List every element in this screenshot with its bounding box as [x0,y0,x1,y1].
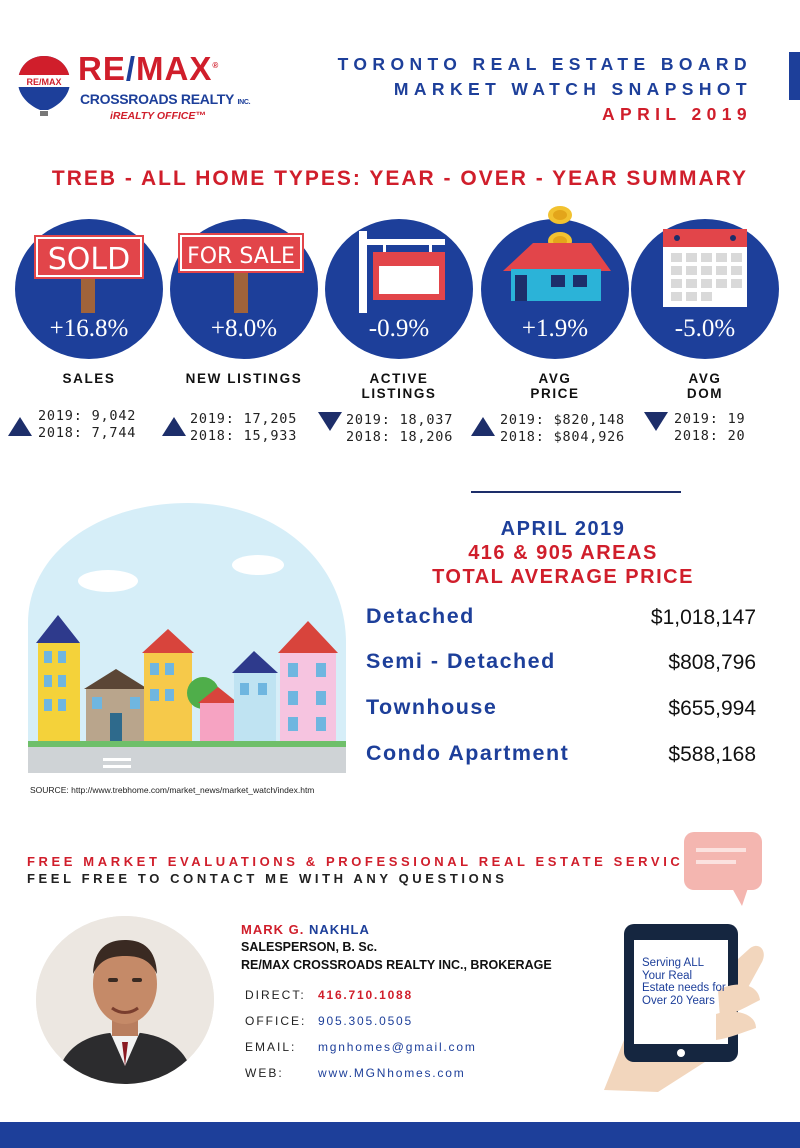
agent-brokerage: RE/MAX CROSSROADS REALTY INC., BROKERAGE [241,958,552,972]
summary-title: TREB - ALL HOME TYPES: YEAR - OVER - YEA… [51,167,749,190]
contact-web-value[interactable]: www.MGNhomes.com [318,1066,466,1080]
calendar-icon [663,229,747,307]
phone-in-hand-icon [604,924,764,1092]
contact-email-value[interactable]: mgnhomes@gmail.com [318,1040,477,1054]
remax-balloon-logo-icon: RE/MAX [18,56,70,116]
stat-active-listings: -0.9% ACTIVE LISTINGS [325,219,473,401]
sold-sign-icon: SOLD [34,235,144,313]
speech-bubble-icon [684,832,762,906]
for-sale-sign-icon: FOR SALE [178,233,304,313]
source-citation: SOURCE: http://www.trebhome.com/market_n… [30,785,315,795]
new-listings-label: NEW LISTINGS [185,371,303,386]
avg-price-label: AVG PRICE [530,371,580,401]
price-heading-month: APRIL 2019 [500,518,626,540]
contact-office-label: OFFICE: [245,1014,307,1028]
avg-dom-down-arrow-icon [644,412,668,431]
price-heading-title: TOTAL AVERAGE PRICE [432,566,694,588]
brand-company: CROSSROADS REALTY INC. [80,91,251,107]
active-listings-label: ACTIVE LISTINGS [361,371,437,401]
house-coins-icon [503,206,611,301]
balloon-label: RE/MAX [26,77,61,87]
price-row-condo: Condo Apartment $588,168 [366,741,756,766]
new-listings-comparison: 2019: 17,205 2018: 15,933 [190,411,298,444]
brand-office: iREALTY OFFICE™ [110,110,206,122]
active-listings-pct: -0.9% [368,315,430,342]
price-row-detached: Detached $1,018,147 [366,604,756,629]
houses-illustration [28,503,346,773]
sales-pct: +16.8% [49,315,129,342]
agent-photo [36,916,214,1084]
sales-comparison: 2019: 9,042 2018: 7,744 [38,408,137,441]
stat-new-listings: FOR SALE +8.0% NEW LISTINGS [170,219,318,386]
header-month: APRIL 2019 [602,104,752,124]
sold-sign-label: SOLD [48,242,130,277]
new-listings-up-arrow-icon [162,417,186,436]
avg-price-up-arrow-icon [471,417,495,436]
avg-price-pct: +1.9% [521,315,589,342]
agent-title: SALESPERSON, B. Sc. [241,940,378,954]
cta-contact: FEEL FREE TO CONTACT ME WITH ANY QUESTIO… [27,871,508,886]
corner-accent [789,52,800,100]
contact-office-value[interactable]: 905.305.0505 [318,1014,414,1028]
contact-web-label: WEB: [245,1066,284,1080]
stat-avg-dom: -5.0% AVG DOM [631,219,779,401]
new-listings-pct: +8.0% [210,315,278,342]
for-sale-sign-label: FOR SALE [187,244,295,269]
avg-dom-label: AVG DOM [686,371,724,401]
blank-sign-icon [359,231,445,313]
header-snapshot: MARKET WATCH SNAPSHOT [393,79,752,99]
contact-direct-value[interactable]: 416.710.1088 [318,988,414,1002]
contact-direct-label: DIRECT: [245,988,306,1002]
avg-dom-pct: -5.0% [674,315,736,342]
sales-label: SALES [62,371,116,386]
price-heading-areas: 416 & 905 AREAS [468,542,658,564]
header-board: TORONTO REAL ESTATE BOARD [337,54,752,74]
contact-email-label: EMAIL: [245,1040,297,1054]
avg-price-comparison: 2019: $820,148 2018: $804,926 [500,412,625,445]
avg-dom-comparison: 2019: 19 2018: 20 [674,411,746,444]
section-divider [471,491,681,493]
agent-name: MARK G. NAKHLA [241,922,370,937]
cta-services: FREE MARKET EVALUATIONS & PROFESSIONAL R… [27,854,716,869]
active-listings-down-arrow-icon [318,412,342,431]
stat-sales: SOLD +16.8% SALES [15,219,163,386]
phone-message: Serving ALL Your Real Estate needs for O… [642,957,726,1007]
price-row-semi-detached: Semi - Detached $808,796 [366,649,756,674]
stat-avg-price: +1.9% AVG PRICE [481,206,629,401]
footer-bar [0,1122,800,1148]
active-listings-comparison: 2019: 18,037 2018: 18,206 [346,412,454,445]
brand-logo: RE/MAX® [78,50,220,87]
price-row-townhouse: Townhouse $655,994 [366,695,756,720]
sales-up-arrow-icon [8,417,32,436]
